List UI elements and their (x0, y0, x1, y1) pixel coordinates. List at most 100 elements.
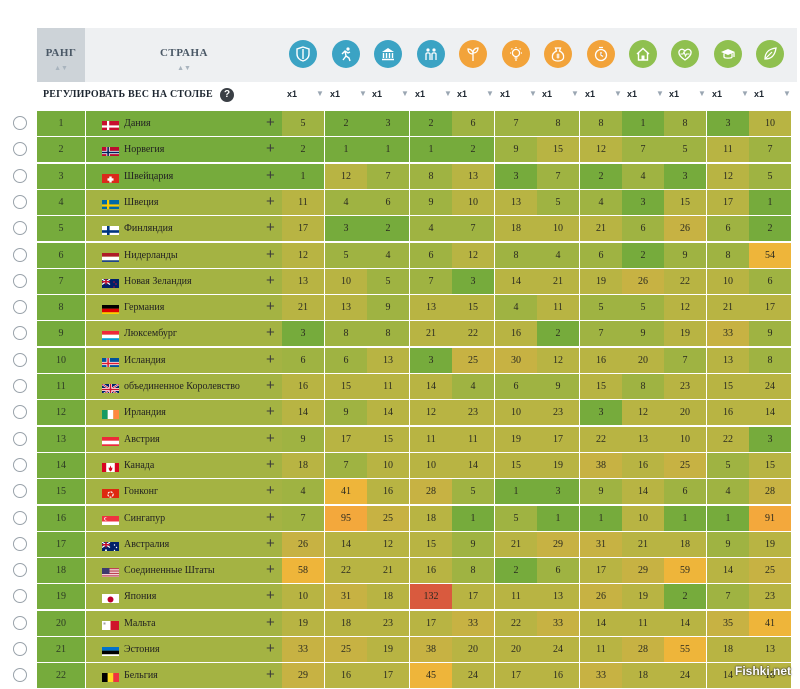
rank-sort-icon[interactable]: ▲▼ (54, 65, 68, 72)
weight-dropdown-icon[interactable]: ▼ (486, 89, 494, 98)
expand-plus-icon[interactable]: + (266, 271, 275, 289)
expand-plus-icon[interactable]: + (266, 561, 275, 579)
growth-plant-icon[interactable] (459, 40, 487, 68)
row-select-radio[interactable] (13, 668, 27, 683)
weight-value[interactable]: x1 (415, 89, 426, 99)
weight-value[interactable]: x1 (500, 89, 511, 99)
weight-dropdown-icon[interactable]: ▼ (656, 89, 664, 98)
expand-plus-icon[interactable]: + (266, 245, 275, 263)
expand-plus-icon[interactable]: + (266, 324, 275, 342)
table-row[interactable]: 15 Гонконг +4 41 16 28 5 1 3 9 14 6 4 28 (0, 479, 800, 505)
row-select-radio[interactable] (13, 642, 27, 656)
row-select-radio[interactable] (13, 510, 27, 525)
row-select-radio[interactable] (13, 484, 27, 499)
row-select-radio[interactable] (13, 326, 27, 341)
table-row[interactable]: 6 Нидерланды +12 5 4 6 12 8 4 6 2 9 8 54 (0, 242, 800, 269)
expand-plus-icon[interactable]: + (266, 640, 275, 657)
row-select-radio[interactable] (13, 221, 27, 236)
table-row[interactable]: 7 Новая Зеландия +13 10 5 7 3 14 21 19 26 22 10 6 (0, 268, 800, 295)
weight-dropdown-icon[interactable]: ▼ (444, 89, 452, 98)
table-row[interactable]: 12 Ирландия +14 9 14 12 23 10 23 3 12 20 16 14 (0, 400, 800, 426)
running-person-icon[interactable] (332, 40, 360, 68)
weight-value[interactable]: x1 (330, 89, 341, 99)
graduation-cap-icon[interactable] (714, 40, 742, 68)
weight-dropdown-icon[interactable]: ▼ (614, 89, 622, 98)
shield-icon[interactable] (289, 40, 317, 68)
table-row[interactable]: 17 Австралия +26 14 12 15 9 21 29 31 21 18 9 19 (0, 531, 800, 558)
weight-dropdown-icon[interactable]: ▼ (698, 89, 706, 98)
expand-plus-icon[interactable]: + (266, 377, 275, 394)
table-row[interactable]: 22 Бельгия +29 16 17 45 24 17 16 33 18 24 14 18 (0, 663, 800, 689)
table-row[interactable]: 19 Япония +10 31 18 132 17 11 13 26 19 2 7 23 (0, 584, 800, 610)
row-select-radio[interactable] (13, 300, 27, 315)
row-select-radio[interactable] (13, 405, 27, 420)
expand-plus-icon[interactable]: + (266, 455, 275, 473)
country-sort-icon[interactable]: ▲▼ (177, 65, 191, 72)
weight-dropdown-icon[interactable]: ▼ (571, 89, 579, 98)
row-select-radio[interactable] (13, 431, 27, 446)
weight-dropdown-icon[interactable]: ▼ (316, 89, 324, 98)
table-row[interactable]: 3 Швейцария +1 12 7 8 13 3 7 2 4 3 12 5 (0, 163, 800, 190)
table-row[interactable]: 8 Германия +21 13 9 13 15 4 11 5 5 12 21 17 (0, 295, 800, 321)
expand-plus-icon[interactable]: + (266, 534, 275, 552)
expand-plus-icon[interactable]: + (266, 350, 275, 368)
heart-pulse-icon[interactable] (671, 40, 699, 68)
row-select-radio[interactable] (13, 589, 27, 604)
weight-value[interactable]: x1 (754, 89, 765, 99)
government-building-icon[interactable] (374, 40, 402, 68)
table-row[interactable]: 10 Исландия +6 6 13 3 25 30 12 16 20 7 13 8 (0, 347, 800, 374)
leaf-icon[interactable] (756, 40, 784, 68)
row-select-radio[interactable] (13, 142, 27, 157)
table-row[interactable]: 13 Австрия +9 17 15 11 11 19 17 22 13 10 22 3 (0, 426, 800, 453)
weight-value[interactable]: x1 (585, 89, 596, 99)
weight-dropdown-icon[interactable]: ▼ (401, 89, 409, 98)
row-select-radio[interactable] (13, 168, 27, 183)
row-select-radio[interactable] (13, 352, 27, 367)
weight-value[interactable]: x1 (669, 89, 680, 99)
row-select-radio[interactable] (13, 116, 27, 130)
expand-plus-icon[interactable]: + (266, 166, 275, 184)
house-icon[interactable] (629, 40, 657, 68)
table-row[interactable]: 11 объединенное Королевство +16 15 11 14 4 6 9 15… (0, 374, 800, 400)
rank-column-header[interactable]: РАНГ ▲▼ (37, 28, 85, 82)
money-bag-icon[interactable] (544, 40, 572, 68)
table-row[interactable]: 9 Люксембург +3 8 8 21 22 16 2 7 9 19 33 9 (0, 321, 800, 347)
weight-value[interactable]: x1 (372, 89, 383, 99)
expand-plus-icon[interactable]: + (266, 508, 275, 526)
table-row[interactable]: 21 Эстония +33 25 19 38 20 20 24 11 28 55 18 13 (0, 637, 800, 663)
row-select-radio[interactable] (13, 615, 27, 630)
table-row[interactable]: 5 Финляндия +17 3 2 4 7 18 10 21 6 26 6 2 (0, 216, 800, 242)
expand-plus-icon[interactable]: + (266, 219, 275, 237)
expand-plus-icon[interactable]: + (266, 429, 275, 447)
weight-value[interactable]: x1 (542, 89, 553, 99)
expand-plus-icon[interactable]: + (266, 140, 275, 158)
expand-plus-icon[interactable]: + (266, 613, 275, 631)
weight-value[interactable]: x1 (627, 89, 638, 99)
row-select-radio[interactable] (13, 194, 27, 209)
row-select-radio[interactable] (13, 536, 27, 551)
weight-value[interactable]: x1 (287, 89, 298, 99)
weight-value[interactable]: x1 (712, 89, 723, 99)
table-row[interactable]: 4 Швеция +11 4 6 9 10 13 5 4 3 15 17 1 (0, 189, 800, 216)
weight-dropdown-icon[interactable]: ▼ (783, 89, 791, 98)
row-select-radio[interactable] (13, 247, 27, 262)
table-row[interactable]: 14 Канада +18 7 10 10 14 15 19 38 16 25 5 15 (0, 452, 800, 479)
help-icon[interactable]: ? (220, 88, 234, 102)
row-select-radio[interactable] (13, 563, 27, 578)
country-column-header[interactable]: СТРАНА ▲▼ (86, 28, 282, 82)
weight-dropdown-icon[interactable]: ▼ (741, 89, 749, 98)
table-row[interactable]: 18 Соединенные Штаты +58 22 21 16 8 2 6 17 29 59 14 2… (0, 558, 800, 584)
expand-plus-icon[interactable]: + (266, 114, 275, 131)
table-row[interactable]: 2 Норвегия +2 1 1 1 2 9 15 12 7 5 11 7 (0, 137, 800, 163)
table-row[interactable]: 16 Сингапур +7 95 25 18 1 5 1 1 10 1 1 91 (0, 505, 800, 532)
expand-plus-icon[interactable]: + (266, 666, 275, 684)
row-select-radio[interactable] (13, 379, 27, 393)
expand-plus-icon[interactable]: + (266, 482, 275, 500)
row-select-radio[interactable] (13, 273, 27, 288)
expand-plus-icon[interactable]: + (266, 192, 275, 210)
weight-value[interactable]: x1 (457, 89, 468, 99)
row-select-radio[interactable] (13, 457, 27, 472)
coin-clock-icon[interactable] (587, 40, 615, 68)
expand-plus-icon[interactable]: + (266, 403, 275, 421)
table-row[interactable]: 1 Дания +5 2 3 2 6 7 8 8 1 8 3 10 (0, 111, 800, 137)
